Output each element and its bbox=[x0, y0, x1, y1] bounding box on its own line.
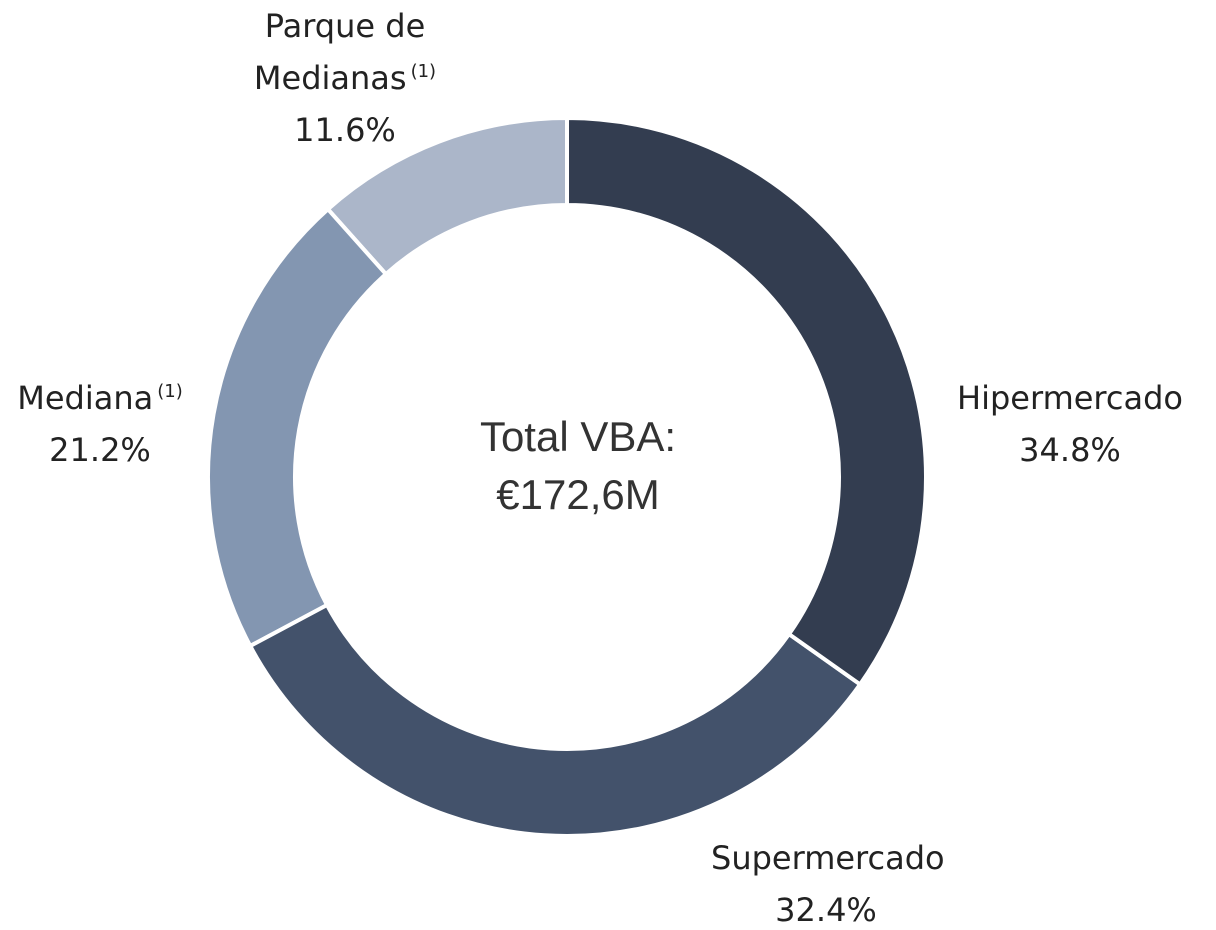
center-text: Total VBA: bbox=[480, 413, 676, 460]
category-label: Mediana bbox=[17, 379, 154, 417]
value-label: 11.6% bbox=[294, 111, 396, 149]
value-label: 34.8% bbox=[1019, 431, 1121, 469]
segment-label: Supermercado 32.4% bbox=[711, 832, 945, 930]
donut-segment bbox=[247, 602, 863, 838]
value-label: 21.2% bbox=[49, 431, 151, 469]
donut-segment bbox=[565, 115, 928, 688]
donut-segment bbox=[206, 206, 389, 649]
value-label: 32.4% bbox=[775, 891, 877, 929]
footnote-marker: (1) bbox=[410, 61, 437, 82]
category-label: Supermercado bbox=[711, 839, 945, 877]
footnote-marker: (1) bbox=[157, 381, 183, 402]
segment-label: Parque de Medianas (1) 11.6% bbox=[245, 0, 445, 156]
segment-label: Hipermercado 34.8% bbox=[955, 372, 1185, 476]
segment-label: Mediana (1) 21.2% bbox=[0, 372, 215, 476]
center-text: €172,6M bbox=[496, 471, 659, 518]
category-label: Hipermercado bbox=[957, 379, 1183, 417]
category-label: Parque de Medianas bbox=[253, 7, 426, 97]
